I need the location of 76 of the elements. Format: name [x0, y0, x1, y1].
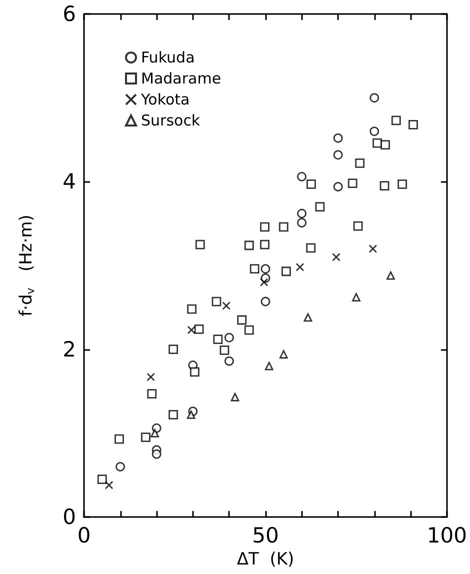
- point: [260, 264, 270, 274]
- point: [333, 133, 343, 143]
- point: [355, 158, 365, 168]
- point: [306, 179, 316, 189]
- point: [168, 344, 178, 354]
- point: [147, 389, 157, 398]
- point: [333, 182, 343, 192]
- point: [260, 278, 268, 286]
- point: [116, 462, 125, 472]
- x-tick-label: 0: [77, 524, 91, 548]
- y-tick-label: 4: [62, 170, 76, 194]
- point: [141, 432, 150, 442]
- point: [333, 150, 343, 160]
- point: [260, 222, 270, 232]
- point: [315, 202, 325, 212]
- point: [114, 434, 124, 444]
- point: [250, 264, 260, 274]
- point: [146, 372, 155, 382]
- point: [264, 362, 274, 370]
- point: [195, 240, 205, 250]
- point: [244, 240, 254, 250]
- x-axis-title: ΔT (K): [236, 549, 294, 570]
- point: [212, 296, 222, 306]
- point: [297, 218, 306, 228]
- point: [353, 221, 363, 231]
- point: [187, 326, 196, 334]
- point: [97, 474, 107, 484]
- point: [222, 302, 230, 310]
- point: [368, 244, 378, 253]
- point: [380, 140, 390, 150]
- point: [386, 271, 395, 280]
- point: [296, 262, 304, 272]
- point: [224, 356, 234, 366]
- point: [152, 449, 162, 459]
- point: [186, 410, 196, 419]
- point: [398, 179, 408, 189]
- point: [370, 93, 380, 103]
- point: [213, 334, 223, 344]
- point: [391, 116, 401, 126]
- y-tick-label: 0: [62, 505, 76, 529]
- y-tick-label: 2: [62, 337, 76, 362]
- point: [304, 313, 312, 322]
- legend-label: Sursock: [141, 112, 200, 130]
- point: [281, 266, 291, 276]
- point: [348, 178, 358, 188]
- point: [190, 367, 200, 377]
- y-tick-label: 6: [62, 2, 76, 26]
- point: [279, 350, 288, 359]
- point: [150, 428, 159, 438]
- point: [244, 325, 254, 335]
- point: [168, 410, 178, 420]
- point: [237, 315, 247, 325]
- point: [372, 138, 382, 148]
- point: [278, 222, 288, 232]
- point: [306, 243, 316, 253]
- text: f·dv (Hz·m): [16, 214, 37, 316]
- point: [352, 293, 360, 302]
- point: [297, 172, 306, 182]
- legend-label: Madarame: [141, 70, 222, 88]
- point: [104, 480, 114, 490]
- point: [220, 345, 230, 355]
- point: [297, 208, 306, 218]
- point: [370, 126, 380, 136]
- legend-label: Fukuda: [141, 48, 195, 66]
- point: [260, 240, 270, 250]
- point: [187, 304, 196, 314]
- legend-label: Yokota: [140, 90, 190, 108]
- point: [194, 324, 204, 334]
- x-tick-label: 100: [426, 524, 468, 548]
- point: [260, 296, 270, 306]
- point: [332, 252, 340, 262]
- point: [408, 120, 418, 130]
- point: [230, 392, 240, 402]
- point: [380, 181, 390, 191]
- x-tick-label: 50: [252, 524, 279, 548]
- point: [224, 332, 234, 342]
